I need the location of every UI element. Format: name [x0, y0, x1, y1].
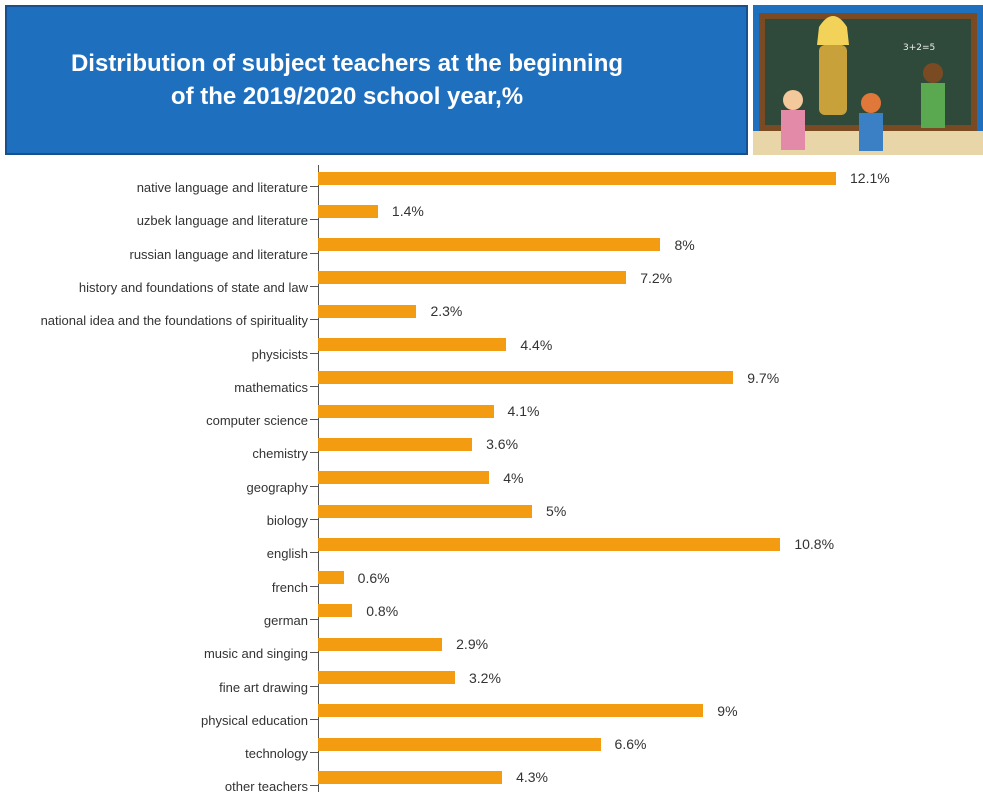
- value-label: 12.1%: [850, 170, 890, 186]
- child-head: [783, 90, 803, 110]
- tick: [310, 686, 318, 687]
- value-label: 0.6%: [358, 570, 390, 586]
- teacher-illustration: 3+2=5: [753, 5, 983, 155]
- value-label: 4.4%: [520, 337, 552, 353]
- value-label: 4%: [503, 470, 523, 486]
- value-label: 9%: [717, 703, 737, 719]
- value-label: 4.3%: [516, 769, 548, 785]
- teacher-body: [819, 45, 847, 115]
- tick: [310, 219, 318, 220]
- y-tick-label: native language and literature: [38, 179, 308, 197]
- y-tick-label: french: [38, 579, 308, 597]
- bar: [318, 405, 494, 418]
- bar: [318, 271, 626, 284]
- bar: [318, 238, 660, 251]
- y-tick-label: technology: [38, 745, 308, 763]
- child-body: [921, 83, 945, 128]
- value-label: 3.6%: [486, 436, 518, 452]
- bar: [318, 471, 489, 484]
- y-tick-label: fine art drawing: [38, 679, 308, 697]
- value-label: 7.2%: [640, 270, 672, 286]
- value-label: 4.1%: [508, 403, 540, 419]
- y-tick-label: physicists: [38, 346, 308, 364]
- bar: [318, 205, 378, 218]
- value-label: 9.7%: [747, 370, 779, 386]
- value-label: 5%: [546, 503, 566, 519]
- bar: [318, 505, 532, 518]
- tick: [310, 486, 318, 487]
- bar: [318, 704, 703, 717]
- header-banner: Distribution of subject teachers at the …: [5, 5, 748, 155]
- value-label: 10.8%: [794, 536, 834, 552]
- tick: [310, 552, 318, 553]
- y-tick-label: english: [38, 545, 308, 563]
- value-label: 0.8%: [366, 603, 398, 619]
- child-body: [781, 110, 805, 150]
- chart: native language and literature 12.1% uzbek…: [0, 160, 983, 792]
- bar: [318, 771, 502, 784]
- child-head: [861, 93, 881, 113]
- tick: [310, 519, 318, 520]
- tick: [310, 186, 318, 187]
- tick: [310, 586, 318, 587]
- bar: [318, 338, 506, 351]
- value-label: 1.4%: [392, 203, 424, 219]
- tick: [310, 353, 318, 354]
- tick: [310, 386, 318, 387]
- tick: [310, 452, 318, 453]
- y-tick-label: history and foundations of state and law: [38, 279, 308, 297]
- y-tick-label: national idea and the foundations of spi…: [38, 312, 308, 330]
- bar: [318, 172, 836, 185]
- y-tick-label: computer science: [38, 412, 308, 430]
- value-label: 3.2%: [469, 670, 501, 686]
- bar: [318, 438, 472, 451]
- child-head: [923, 63, 943, 83]
- tick: [310, 752, 318, 753]
- y-tick-label: german: [38, 612, 308, 630]
- y-tick-label: physical education: [38, 712, 308, 730]
- value-label: 2.9%: [456, 636, 488, 652]
- tick: [310, 619, 318, 620]
- value-label: 2.3%: [430, 303, 462, 319]
- bar: [318, 371, 733, 384]
- chart-title: Distribution of subject teachers at the …: [67, 47, 627, 113]
- tick: [310, 286, 318, 287]
- value-label: 8%: [674, 237, 694, 253]
- tick: [310, 785, 318, 786]
- value-label: 6.6%: [615, 736, 647, 752]
- y-tick-label: uzbek language and literature: [38, 212, 308, 230]
- tick: [310, 419, 318, 420]
- y-tick-label: music and singing: [38, 645, 308, 663]
- y-tick-label: geography: [38, 479, 308, 497]
- tick: [310, 319, 318, 320]
- bar: [318, 604, 352, 617]
- y-tick-label: mathematics: [38, 379, 308, 397]
- chalk-writing: 3+2=5: [903, 43, 935, 53]
- page: Distribution of subject teachers at the …: [0, 0, 983, 792]
- y-tick-label: other teachers: [38, 778, 308, 796]
- bar: [318, 538, 780, 551]
- bar: [318, 305, 416, 318]
- tick: [310, 253, 318, 254]
- y-tick-label: biology: [38, 512, 308, 530]
- y-tick-label: russian language and literature: [38, 246, 308, 264]
- child-body: [859, 113, 883, 151]
- bar: [318, 738, 601, 751]
- tick: [310, 719, 318, 720]
- y-tick-label: chemistry: [38, 445, 308, 463]
- bar: [318, 571, 344, 584]
- tick: [310, 652, 318, 653]
- bar: [318, 638, 442, 651]
- bar: [318, 671, 455, 684]
